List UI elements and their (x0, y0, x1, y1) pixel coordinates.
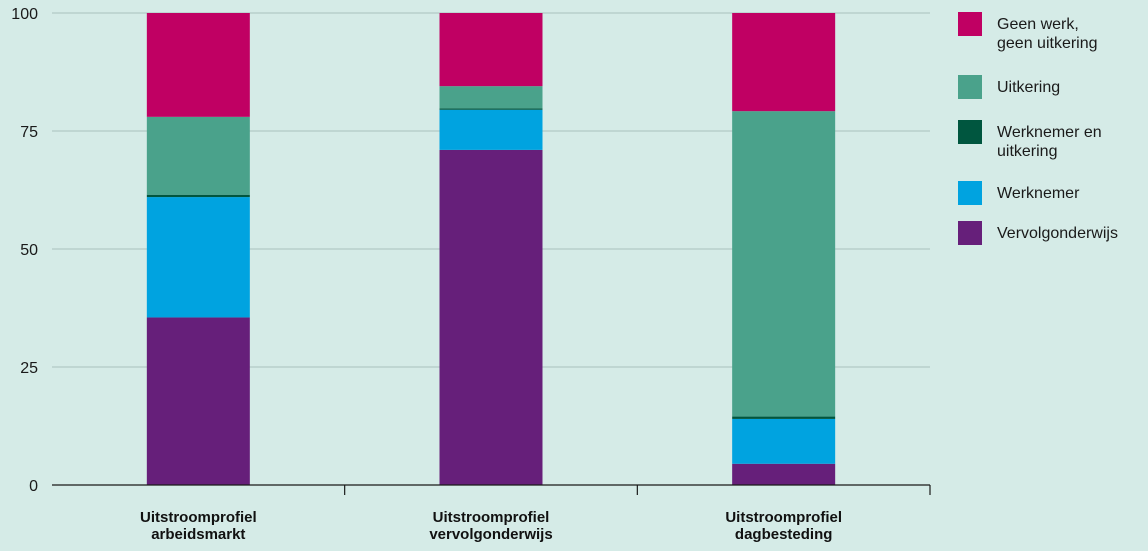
bar-segment-vervolgonderwijs-2 (439, 149, 543, 485)
bar-segment-werknemer-en-uitkering-3 (732, 416, 836, 419)
bar-segment-werknemer-en-uitkering-2 (439, 108, 543, 110)
legend-label: Vervolgonderwijs (997, 225, 1118, 242)
bar-segment-werknemer-1 (146, 197, 250, 318)
y-tick-label: 0 (29, 478, 38, 495)
legend-swatch (958, 181, 982, 205)
y-tick-label: 75 (20, 124, 38, 141)
x-axis (52, 484, 931, 495)
legend-label: Uitkering (997, 79, 1060, 96)
bar-segment-geen-werk-geen-uitkering-2 (439, 13, 543, 87)
bar-segment-uitkering-3 (732, 111, 836, 417)
bar-segment-werknemer-3 (732, 418, 836, 464)
legend-label: Werknemer (997, 185, 1080, 202)
legend-label: Geen werk, geen uitkering (997, 16, 1098, 52)
y-axis-tick-labels: 0 25 50 75 100 (11, 6, 38, 495)
legend-swatch (958, 221, 982, 245)
category-labels: Uitstroomprofiel arbeidsmarkt Uitstroompro… (140, 509, 842, 543)
category-label: Uitstroomprofiel dagbesteding (725, 509, 842, 543)
y-tick-label: 25 (20, 360, 38, 377)
legend: Geen werk, geen uitkering Uitkering Werknem… (958, 12, 1118, 245)
bar-segment-vervolgonderwijs-3 (732, 463, 836, 485)
legend-swatch (958, 12, 982, 36)
bar-segment-vervolgonderwijs-1 (146, 317, 250, 485)
legend-swatch (958, 75, 982, 99)
bar-segment-geen-werk-geen-uitkering-1 (146, 13, 250, 117)
bar-segment-werknemer-en-uitkering-1 (146, 194, 250, 198)
y-tick-label: 50 (20, 242, 38, 259)
y-tick-label: 100 (11, 6, 38, 23)
bar-segment-werknemer-2 (439, 109, 543, 150)
bars (146, 13, 836, 485)
legend-label: Werknemer en uitkering (997, 124, 1102, 160)
category-label: Uitstroomprofiel arbeidsmarkt (140, 509, 257, 543)
bar-segment-uitkering-2 (439, 86, 543, 109)
bar-segment-geen-werk-geen-uitkering-3 (732, 13, 836, 112)
legend-swatch (958, 120, 982, 144)
category-label: Uitstroomprofiel vervolgonderwijs (429, 509, 552, 543)
bar-segment-uitkering-1 (146, 116, 250, 195)
